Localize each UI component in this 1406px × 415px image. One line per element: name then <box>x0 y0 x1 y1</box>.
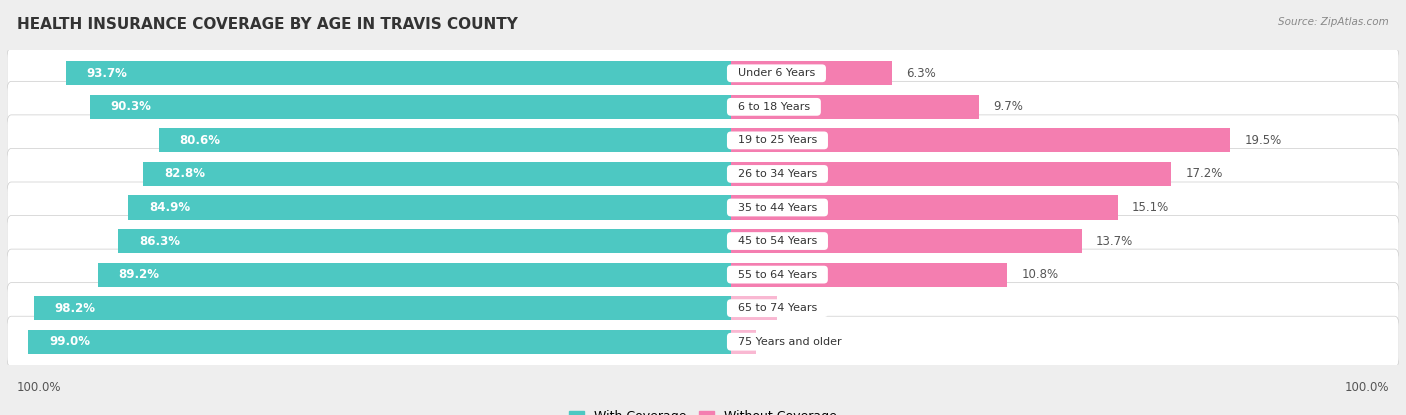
Bar <box>118 229 731 253</box>
Text: 1.0%: 1.0% <box>770 335 800 348</box>
Bar <box>159 128 731 152</box>
Bar <box>143 162 731 186</box>
Text: 84.9%: 84.9% <box>149 201 190 214</box>
Text: 93.7%: 93.7% <box>87 67 128 80</box>
FancyBboxPatch shape <box>7 249 1399 300</box>
Bar <box>731 330 756 354</box>
Text: 86.3%: 86.3% <box>139 234 180 248</box>
Text: 89.2%: 89.2% <box>118 268 159 281</box>
Text: 82.8%: 82.8% <box>165 167 205 181</box>
Bar <box>731 61 893 85</box>
Text: 100.0%: 100.0% <box>17 381 62 394</box>
Text: 15.1%: 15.1% <box>1132 201 1168 214</box>
Bar <box>66 61 731 85</box>
Legend: With Coverage, Without Coverage: With Coverage, Without Coverage <box>564 405 842 415</box>
FancyBboxPatch shape <box>7 182 1399 233</box>
Bar <box>128 195 731 220</box>
FancyBboxPatch shape <box>7 316 1399 367</box>
FancyBboxPatch shape <box>7 149 1399 200</box>
Bar <box>731 95 979 119</box>
Bar <box>731 263 1008 287</box>
Text: 45 to 54 Years: 45 to 54 Years <box>731 236 824 246</box>
Text: 80.6%: 80.6% <box>180 134 221 147</box>
Text: 19 to 25 Years: 19 to 25 Years <box>731 135 824 145</box>
Text: Source: ZipAtlas.com: Source: ZipAtlas.com <box>1278 17 1389 27</box>
Text: 90.3%: 90.3% <box>111 100 152 113</box>
FancyBboxPatch shape <box>7 81 1399 132</box>
Text: 26 to 34 Years: 26 to 34 Years <box>731 169 824 179</box>
FancyBboxPatch shape <box>7 115 1399 166</box>
Text: 6.3%: 6.3% <box>905 67 936 80</box>
Bar <box>90 95 731 119</box>
Bar <box>731 229 1081 253</box>
FancyBboxPatch shape <box>7 283 1399 334</box>
Bar <box>731 162 1171 186</box>
Text: 1.8%: 1.8% <box>790 302 821 315</box>
FancyBboxPatch shape <box>7 215 1399 266</box>
Text: 19.5%: 19.5% <box>1244 134 1281 147</box>
Text: 100.0%: 100.0% <box>1344 381 1389 394</box>
Bar <box>731 128 1230 152</box>
Bar <box>731 195 1118 220</box>
Text: 65 to 74 Years: 65 to 74 Years <box>731 303 824 313</box>
Bar <box>28 330 731 354</box>
Text: 9.7%: 9.7% <box>993 100 1024 113</box>
Text: 35 to 44 Years: 35 to 44 Years <box>731 203 824 212</box>
Text: 13.7%: 13.7% <box>1095 234 1133 248</box>
Bar <box>34 296 731 320</box>
Text: 10.8%: 10.8% <box>1021 268 1059 281</box>
Bar <box>731 296 778 320</box>
Text: Under 6 Years: Under 6 Years <box>731 68 823 78</box>
Text: 99.0%: 99.0% <box>49 335 90 348</box>
Bar <box>97 263 731 287</box>
Text: 75 Years and older: 75 Years and older <box>731 337 848 347</box>
Text: HEALTH INSURANCE COVERAGE BY AGE IN TRAVIS COUNTY: HEALTH INSURANCE COVERAGE BY AGE IN TRAV… <box>17 17 517 32</box>
Text: 6 to 18 Years: 6 to 18 Years <box>731 102 817 112</box>
Text: 17.2%: 17.2% <box>1185 167 1223 181</box>
Text: 98.2%: 98.2% <box>55 302 96 315</box>
Text: 55 to 64 Years: 55 to 64 Years <box>731 270 824 280</box>
FancyBboxPatch shape <box>7 48 1399 99</box>
